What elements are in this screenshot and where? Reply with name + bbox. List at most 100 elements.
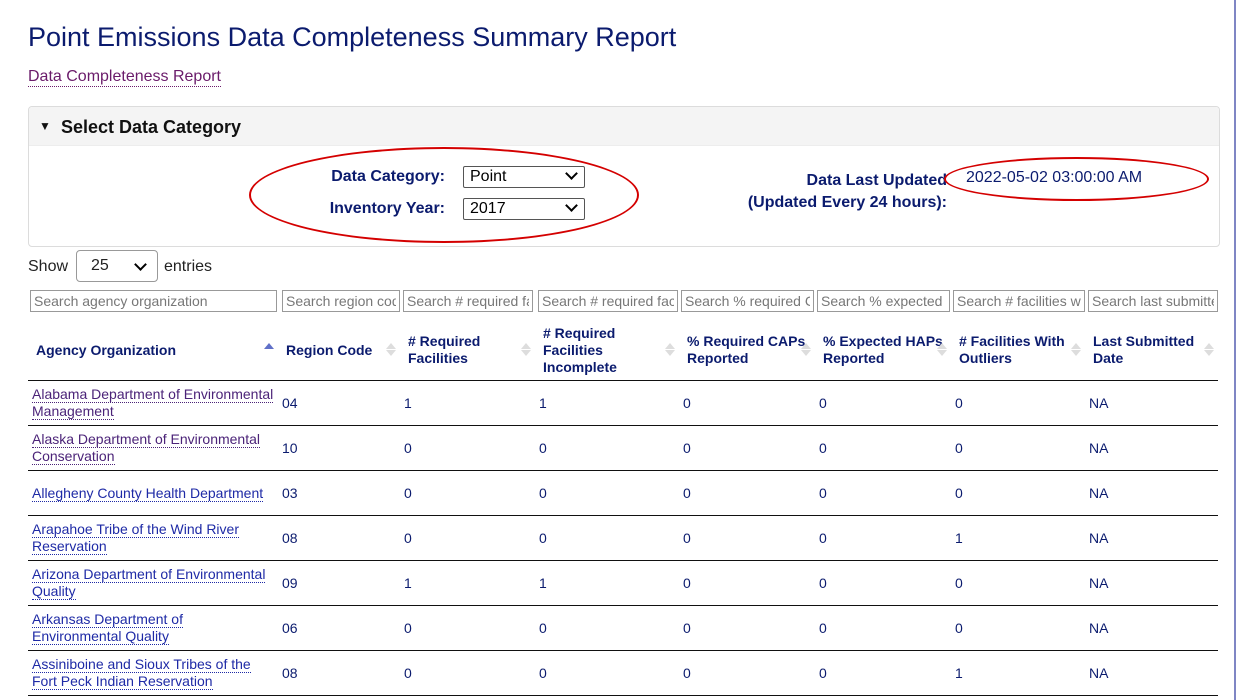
caps-cell: 0 (679, 425, 815, 471)
incomplete-facilities-search-input[interactable] (538, 290, 678, 312)
header-label: # Required Facilities Incomplete (543, 324, 617, 375)
submitted-cell: NA (1085, 470, 1218, 516)
col-required-caps-reported[interactable]: % Required CAPs Reported (679, 320, 815, 381)
haps-cell: 0 (815, 380, 951, 426)
incomplete-cell: 0 (535, 605, 679, 651)
haps-search-input[interactable] (817, 290, 950, 312)
incomplete-cell: 0 (535, 650, 679, 696)
table-row: Arkansas Department of Environmental Qua… (28, 605, 1218, 651)
outliers-cell: 0 (951, 560, 1085, 606)
required-cell: 0 (400, 425, 535, 471)
col-region-code[interactable]: Region Code (278, 320, 400, 381)
select-data-category-panel: ▼ Select Data Category Data Category: Po… (28, 106, 1220, 247)
last-submitted-search-input[interactable] (1088, 290, 1218, 312)
col-agency-organization[interactable]: Agency Organization (28, 320, 278, 381)
agency-link[interactable]: Arapahoe Tribe of the Wind River Reserva… (32, 521, 239, 555)
caps-cell: 0 (679, 605, 815, 651)
table-header-row: Agency Organization Region Code # Requir… (28, 320, 1218, 381)
required-cell: 1 (400, 380, 535, 426)
inventory-year-value: 2017 (470, 200, 506, 217)
header-label: % Required CAPs Reported (687, 333, 806, 366)
agency-link[interactable]: Assiniboine and Sioux Tribes of the Fort… (32, 656, 251, 690)
region-cell: 09 (278, 560, 400, 606)
agency-link[interactable]: Alaska Department of Environmental Conse… (32, 431, 260, 465)
chevron-down-icon (134, 258, 147, 271)
sort-icon (521, 342, 531, 357)
header-label: Region Code (286, 341, 373, 358)
outliers-cell: 0 (951, 425, 1085, 471)
panel-title: Select Data Category (61, 117, 242, 137)
data-category-select[interactable]: Point (463, 166, 585, 188)
data-completeness-report-link[interactable]: Data Completeness Report (28, 68, 221, 87)
region-cell: 03 (278, 470, 400, 516)
required-cell: 1 (400, 560, 535, 606)
agency-cell: Allegheny County Health Department (28, 470, 278, 516)
region-cell: 04 (278, 380, 400, 426)
outliers-cell: 1 (951, 515, 1085, 561)
data-category-label: Data Category: (331, 168, 445, 185)
sort-icon (801, 342, 811, 357)
region-cell: 06 (278, 605, 400, 651)
caps-search-input[interactable] (681, 290, 814, 312)
header-label: Last Submitted Date (1093, 333, 1195, 366)
caps-cell: 0 (679, 560, 815, 606)
table-row: Alaska Department of Environmental Conse… (28, 425, 1218, 471)
outliers-cell: 1 (951, 650, 1085, 696)
entries-per-page-value: 25 (91, 257, 109, 274)
region-cell: 10 (278, 425, 400, 471)
agency-link[interactable]: Allegheny County Health Department (32, 484, 264, 502)
sort-icon (386, 342, 396, 357)
haps-cell: 0 (815, 515, 951, 561)
haps-cell: 0 (815, 605, 951, 651)
incomplete-cell: 1 (535, 380, 679, 426)
chevron-down-icon (565, 199, 578, 212)
col-expected-haps-reported[interactable]: % Expected HAPs Reported (815, 320, 951, 381)
agency-link[interactable]: Arkansas Department of Environmental Qua… (32, 611, 183, 645)
agency-link[interactable]: Alabama Department of Environmental Mana… (32, 386, 274, 420)
sort-icon (937, 342, 947, 357)
caps-cell: 0 (679, 650, 815, 696)
required-cell: 0 (400, 605, 535, 651)
agency-cell: Arkansas Department of Environmental Qua… (28, 605, 278, 651)
outliers-search-input[interactable] (953, 290, 1085, 312)
required-facilities-search-input[interactable] (403, 290, 533, 312)
sort-icon (1204, 342, 1214, 357)
table-row: Allegheny County Health Department 03 0 … (28, 470, 1218, 516)
panel-header[interactable]: ▼ Select Data Category (29, 107, 1219, 146)
collapse-triangle-icon[interactable]: ▼ (39, 119, 51, 133)
show-label: Show (28, 258, 69, 275)
entries-per-page-select[interactable]: 25 (76, 250, 158, 282)
outliers-cell: 0 (951, 605, 1085, 651)
submitted-cell: NA (1085, 650, 1218, 696)
haps-cell: 0 (815, 560, 951, 606)
caps-cell: 0 (679, 515, 815, 561)
col-required-facilities-incomplete[interactable]: # Required Facilities Incomplete (535, 320, 679, 381)
sort-ascending-icon (264, 342, 274, 357)
page-length-control: Show 25 entries (28, 250, 212, 282)
header-label: Agency Organization (36, 341, 177, 358)
caps-cell: 0 (679, 380, 815, 426)
highlight-ellipse-selectors (249, 147, 639, 243)
col-last-submitted-date[interactable]: Last Submitted Date (1085, 320, 1218, 381)
agency-link[interactable]: Arizona Department of Environmental Qual… (32, 566, 266, 600)
haps-cell: 0 (815, 470, 951, 516)
chevron-down-icon (565, 167, 578, 180)
table-row: Arapahoe Tribe of the Wind River Reserva… (28, 515, 1218, 561)
agency-search-input[interactable] (30, 290, 277, 312)
col-facilities-with-outliers[interactable]: # Facilities With Outliers (951, 320, 1085, 381)
incomplete-cell: 0 (535, 515, 679, 561)
sort-icon (665, 342, 675, 357)
inventory-year-select[interactable]: 2017 (463, 198, 585, 220)
page-border-rule (1234, 0, 1236, 700)
required-cell: 0 (400, 470, 535, 516)
header-label: # Facilities With Outliers (959, 333, 1065, 366)
header-label: % Expected HAPs Reported (823, 333, 943, 366)
col-required-facilities[interactable]: # Required Facilities (400, 320, 535, 381)
last-updated-label: Data Last Updated (806, 172, 947, 189)
submitted-cell: NA (1085, 380, 1218, 426)
caps-cell: 0 (679, 470, 815, 516)
region-search-input[interactable] (282, 290, 400, 312)
region-cell: 08 (278, 650, 400, 696)
agency-cell: Alabama Department of Environmental Mana… (28, 380, 278, 426)
required-cell: 0 (400, 650, 535, 696)
